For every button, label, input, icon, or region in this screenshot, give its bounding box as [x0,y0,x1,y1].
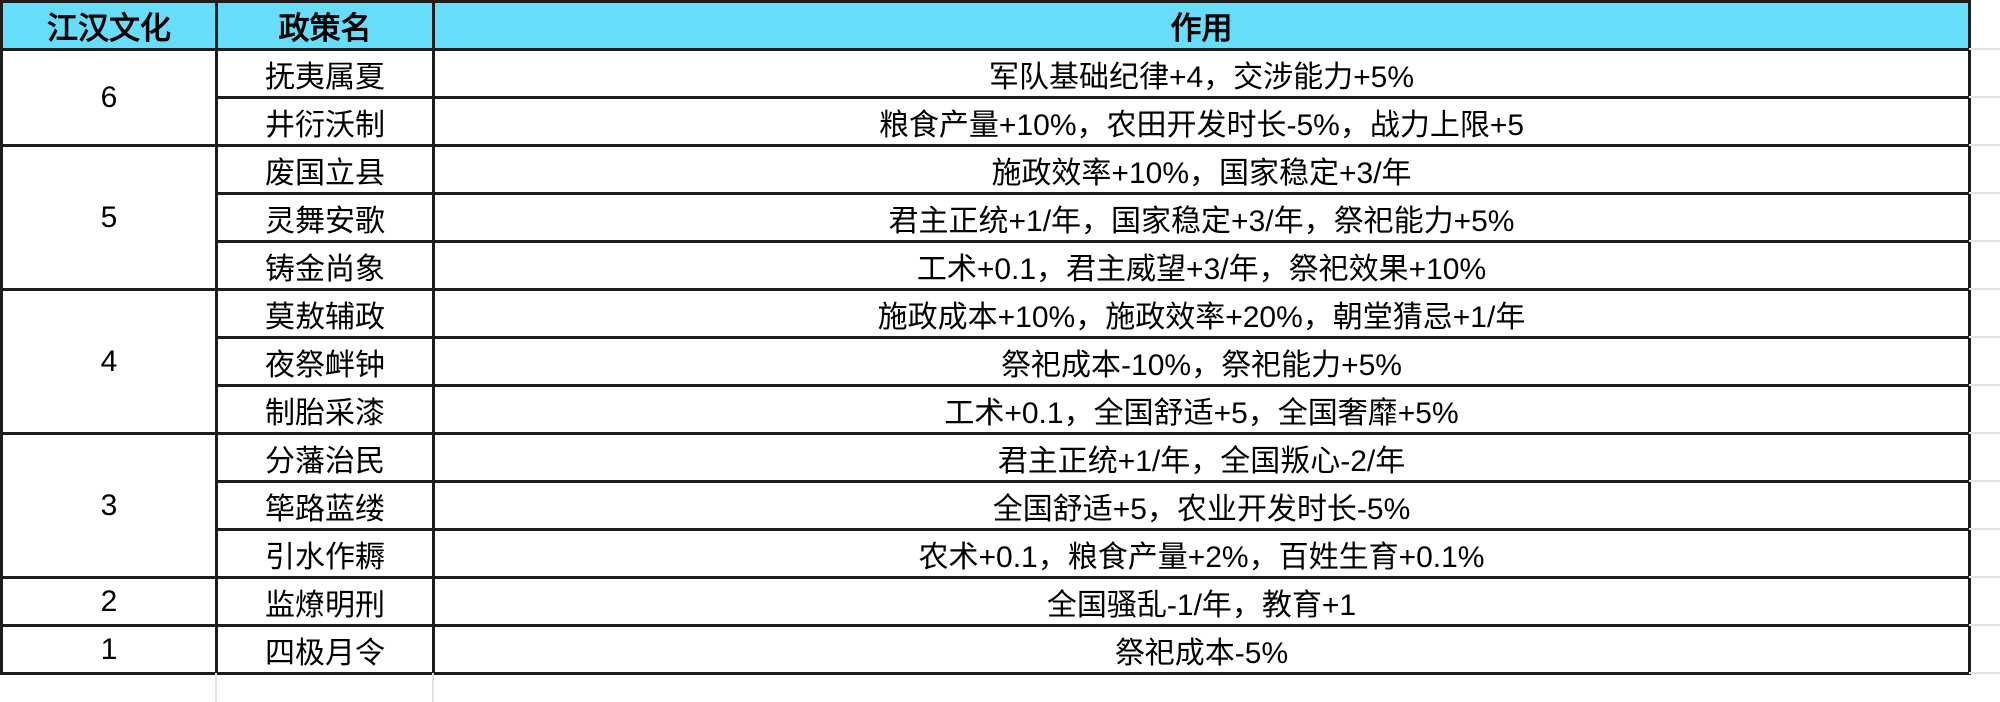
policy-name-cell: 制胎采漆 [215,384,435,435]
culture-policy-table: 江汉文化 政策名 作用 6 抚夷属夏 军队基础纪律+4，交涉能力+5% 井衍沃制 粮食产… [0,0,1971,675]
culture-level-cell: 6 [0,48,218,147]
header-culture-level: 江汉文化 [0,0,218,51]
table-row: 引水作耨 农术+0.1，粮食产量+2%，百姓生育+0.1% [2,528,1971,579]
policy-effect-cell: 粮食产量+10%，农田开发时长-5%，战力上限+5 [432,96,1971,147]
gridline-horizontal [1969,624,2000,626]
gridline-horizontal [1969,192,2000,194]
table-row: 6 抚夷属夏 军队基础纪律+4，交涉能力+5% [0,48,1971,147]
gridline-horizontal [1969,432,2000,434]
policy-name-cell: 筚路蓝缕 [215,480,435,531]
table-row: 5 废国立县 施政效率+10%，国家稳定+3/年 [0,144,1971,291]
culture-level-cell: 2 [0,576,218,627]
gridline-vertical [215,673,217,702]
policy-name-cell: 夜祭衅钟 [215,336,435,387]
policy-effect-cell: 施政效率+10%，国家稳定+3/年 [432,144,1971,195]
policy-name-cell: 铸金尚象 [215,240,435,291]
policy-name-cell: 四极月令 [215,624,435,675]
gridline-horizontal [1969,240,2000,242]
culture-level-cell: 3 [0,432,218,579]
table-row: 4 莫敖辅政 施政成本+10%，施政效率+20%，朝堂猜忌+1/年 [0,288,1971,435]
policy-name-cell: 抚夷属夏 [215,48,435,99]
table-row: 夜祭衅钟 祭祀成本-10%，祭祀能力+5% [2,336,1971,387]
gridline-vertical [432,673,434,702]
policy-name-cell: 莫敖辅政 [215,288,435,339]
policy-effect-cell: 施政成本+10%，施政效率+20%，朝堂猜忌+1/年 [432,288,1971,339]
policy-name-cell: 灵舞安歌 [215,192,435,243]
gridline-horizontal [1969,336,2000,338]
culture-level-cell: 1 [0,624,218,675]
gridline-horizontal [1969,480,2000,482]
policy-effect-cell: 农术+0.1，粮食产量+2%，百姓生育+0.1% [432,528,1971,579]
gridline-horizontal [1969,528,2000,530]
policy-name-cell: 井衍沃制 [215,96,435,147]
table-row: 井衍沃制 粮食产量+10%，农田开发时长-5%，战力上限+5 [2,96,1971,147]
policy-name-cell: 监燎明刑 [215,576,435,627]
policy-effect-cell: 工术+0.1，君主威望+3/年，祭祀效果+10% [432,240,1971,291]
gridline-horizontal [1969,288,2000,290]
policy-name-cell: 引水作耨 [215,528,435,579]
header-policy-name: 政策名 [215,0,435,51]
gridline-horizontal [1969,48,2000,50]
table-row: 制胎采漆 工术+0.1，全国舒适+5，全国奢靡+5% [2,384,1971,435]
policy-effect-cell: 军队基础纪律+4，交涉能力+5% [432,48,1971,99]
table-row: 1 四极月令 祭祀成本-5% [0,624,1971,675]
policy-table-body: 6 抚夷属夏 军队基础纪律+4，交涉能力+5% 井衍沃制 粮食产量+10%，农田开发时长… [0,48,1971,675]
gridline-horizontal [1969,144,2000,146]
policy-effect-cell: 工术+0.1，全国舒适+5，全国奢靡+5% [432,384,1971,435]
policy-effect-cell: 全国骚乱-1/年，教育+1 [432,576,1971,627]
policy-effect-cell: 祭祀成本-10%，祭祀能力+5% [432,336,1971,387]
policy-effect-cell: 祭祀成本-5% [432,624,1971,675]
policy-effect-cell: 君主正统+1/年，全国叛心-2/年 [432,432,1971,483]
culture-level-cell: 5 [0,144,218,291]
gridline-horizontal [1969,96,2000,98]
gridline-horizontal [1969,576,2000,578]
table-row: 2 监燎明刑 全国骚乱-1/年，教育+1 [0,576,1971,627]
table-row: 筚路蓝缕 全国舒适+5，农业开发时长-5% [2,480,1971,531]
table-row: 灵舞安歌 君主正统+1/年，国家稳定+3/年，祭祀能力+5% [2,192,1971,243]
policy-name-cell: 分藩治民 [215,432,435,483]
table-header: 江汉文化 政策名 作用 [0,0,1971,51]
gridline-horizontal [1969,384,2000,386]
gridline-horizontal [1969,672,2000,674]
culture-level-cell: 4 [0,288,218,435]
policy-effect-cell: 全国舒适+5，农业开发时长-5% [432,480,1971,531]
table-row: 3 分藩治民 君主正统+1/年，全国叛心-2/年 [0,432,1971,579]
policy-effect-cell: 君主正统+1/年，国家稳定+3/年，祭祀能力+5% [432,192,1971,243]
table-row: 铸金尚象 工术+0.1，君主威望+3/年，祭祀效果+10% [2,240,1971,291]
policy-name-cell: 废国立县 [215,144,435,195]
header-row: 江汉文化 政策名 作用 [0,0,1971,51]
header-effect: 作用 [432,0,1971,51]
